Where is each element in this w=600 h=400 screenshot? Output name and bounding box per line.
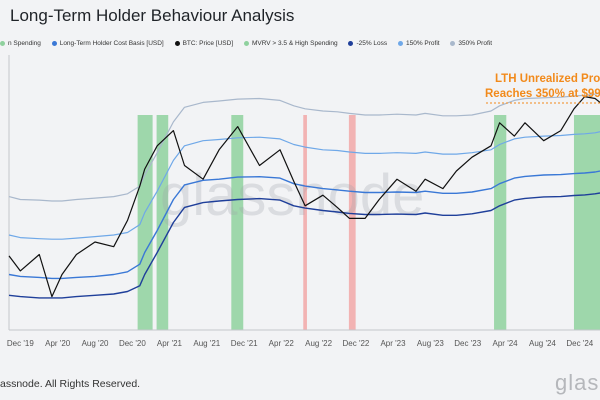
highlight-band <box>348 115 356 330</box>
legend-swatch <box>348 40 354 46</box>
series-line <box>8 92 600 202</box>
series-lines <box>8 92 600 299</box>
chart-title: Long-Term Holder Behaviour Analysis <box>10 6 295 25</box>
legend-item[interactable]: 150% Profit <box>397 40 440 47</box>
copyright-footer: assnode. All Rights Reserved. <box>0 378 141 390</box>
legend-item[interactable]: -25% Loss <box>348 40 387 47</box>
series-line <box>8 192 600 299</box>
chart-legend: n Spending Long-Term Holder Cost Basis [… <box>0 40 600 47</box>
x-tick-label: Apr '23 <box>380 339 406 348</box>
x-tick-label: Dec '23 <box>454 339 481 348</box>
x-tick-label: Apr '20 <box>45 339 71 348</box>
highlight-band <box>494 115 507 330</box>
x-tick-label: Aug '24 <box>529 339 556 348</box>
legend-label: MVRV > 3.5 & High Spending <box>251 40 338 47</box>
legend-label: n Spending <box>8 40 41 47</box>
legend-swatch <box>450 40 456 46</box>
legend-item[interactable]: Long-Term Holder Cost Basis [USD] <box>51 40 164 47</box>
series-line <box>8 170 600 280</box>
highlight-band <box>137 115 153 330</box>
x-tick-label: Apr '21 <box>157 339 183 348</box>
highlight-bands <box>137 115 600 330</box>
x-tick-label: Dec '19 <box>7 339 34 348</box>
x-tick-label: Aug '22 <box>305 339 332 348</box>
annotation-line-1: LTH Unrealized Profit <box>495 73 600 85</box>
legend-swatch <box>51 40 57 46</box>
annotation-line-2: Reaches 350% at $99.9 <box>485 88 600 100</box>
x-tick-label: Aug '21 <box>193 339 220 348</box>
legend-swatch <box>397 40 403 46</box>
series-line <box>8 131 600 240</box>
legend-label: Long-Term Holder Cost Basis [USD] <box>59 40 164 47</box>
x-axis-ticks: Dec '19 Apr '20 Aug '20 Dec '20 Apr '21 Aug '… <box>7 339 594 348</box>
x-tick-label: Apr '24 <box>493 339 519 348</box>
x-tick-label: Apr '22 <box>269 339 295 348</box>
legend-label: -25% Loss <box>356 40 388 47</box>
legend-item[interactable]: n Spending <box>0 40 41 47</box>
watermark: glassnode <box>160 163 424 228</box>
highlight-band <box>231 115 244 330</box>
highlight-band <box>156 115 169 330</box>
series-line <box>8 95 600 298</box>
legend-item[interactable]: BTC: Price [USD] <box>174 40 234 47</box>
x-tick-label: Aug '20 <box>82 339 109 348</box>
legend-swatch <box>243 40 249 46</box>
x-tick-label: Dec '20 <box>119 339 146 348</box>
highlight-band <box>303 115 307 330</box>
x-tick-label: Dec '24 <box>566 339 593 348</box>
legend-item[interactable]: 350% Profit <box>450 40 492 47</box>
legend-swatch <box>174 40 180 46</box>
highlight-band <box>573 115 600 330</box>
legend-swatch <box>0 40 5 46</box>
x-tick-label: Dec '22 <box>343 339 370 348</box>
legend-label: 350% Profit <box>458 40 493 47</box>
legend-label: BTC: Price [USD] <box>182 40 234 47</box>
x-tick-label: Dec '21 <box>231 339 258 348</box>
legend-label: 150% Profit <box>405 40 440 47</box>
legend-item[interactable]: MVRV > 3.5 & High Spending <box>243 40 338 47</box>
x-tick-label: Aug '23 <box>417 339 444 348</box>
footer-logo: glas <box>555 370 600 395</box>
